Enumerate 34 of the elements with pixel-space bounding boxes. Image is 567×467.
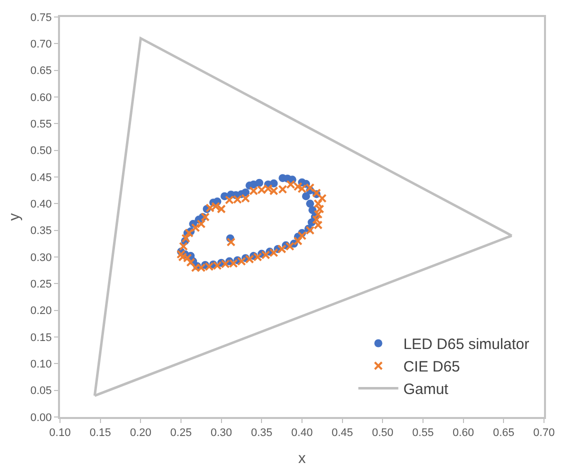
y-tick-label: 0.00 (30, 412, 52, 424)
legend-label: CIE D65 (403, 358, 460, 376)
y-tick-label: 0.30 (30, 252, 52, 264)
y-tick-label: 0.05 (30, 385, 52, 398)
x-tick-label: 0.55 (412, 427, 434, 440)
x-axis-title: x (298, 450, 306, 467)
y-tick-label: 0.10 (30, 358, 52, 371)
y-tick-label: 0.60 (30, 92, 52, 104)
y-tick-label: 0.40 (30, 198, 52, 211)
x-tick-label: 0.15 (90, 427, 112, 440)
x-tick-label: 0.20 (130, 427, 152, 440)
x-tick-label: 0.40 (291, 427, 313, 440)
x-tick-label: 0.35 (250, 427, 272, 440)
legend-label: Gamut (403, 381, 450, 398)
x-tick-label: 0.10 (49, 427, 71, 440)
y-tick-label: 0.75 (30, 12, 52, 24)
y-tick-label: 0.20 (30, 305, 52, 318)
y-tick-label: 0.55 (30, 118, 52, 131)
x-tick-label: 0.30 (210, 427, 232, 440)
y-tick-label: 0.45 (30, 172, 52, 184)
y-tick-label: 0.50 (30, 145, 52, 158)
x-tick-label: 0.45 (332, 427, 354, 440)
y-tick-label: 0.65 (30, 65, 52, 78)
x-tick-label: 0.25 (170, 427, 192, 440)
y-tick-label: 0.70 (30, 38, 52, 51)
legend-label: LED D65 simulator (403, 336, 530, 354)
x-tick-label: 0.65 (492, 427, 514, 440)
y-tick-label: 0.15 (30, 332, 52, 344)
x-tick-label: 0.70 (533, 427, 555, 440)
y-tick-label: 0.35 (30, 225, 52, 238)
y-axis-title: y (6, 212, 23, 221)
x-tick-label: 0.50 (372, 427, 394, 440)
y-tick-label: 0.25 (30, 278, 52, 291)
x-tick-label: 0.60 (452, 427, 474, 440)
